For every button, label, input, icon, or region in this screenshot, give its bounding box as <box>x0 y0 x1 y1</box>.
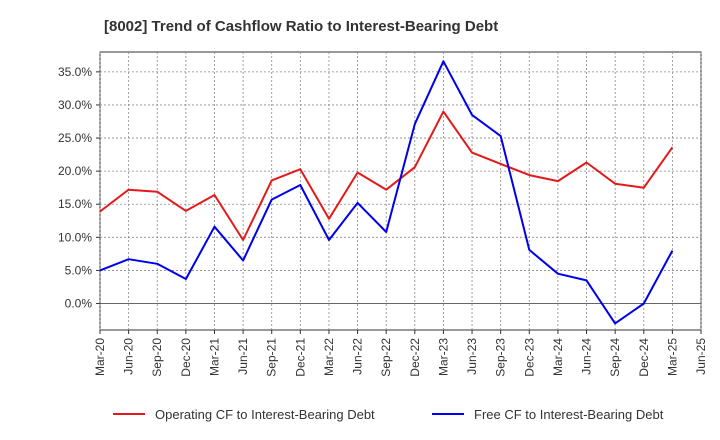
x-tick-label: Sep-24 <box>608 338 622 377</box>
y-tick-label: 35.0% <box>58 65 92 79</box>
x-tick-label: Sep-20 <box>150 338 164 377</box>
x-tick-label: Dec-20 <box>179 338 193 377</box>
series-line-operating-cf <box>99 110 674 241</box>
legend: Operating CF to Interest-Bearing Debt Fre… <box>113 407 664 422</box>
plot-area <box>99 51 702 331</box>
chart-title: [8002] Trend of Cashflow Ratio to Intere… <box>104 18 498 35</box>
x-tick-label: Jun-25 <box>694 338 708 375</box>
y-tick-label: 0.0% <box>65 297 93 311</box>
series-line-free-cf <box>99 60 674 325</box>
x-tick-label: Jun-24 <box>580 338 594 375</box>
x-tick-label: Dec-24 <box>637 338 651 377</box>
x-tick-label: Dec-21 <box>293 338 307 377</box>
x-tick-label: Jun-23 <box>465 338 479 375</box>
x-tick-label: Mar-25 <box>665 338 679 376</box>
y-axis: 0.0% 5.0% 10.0% 15.0% 20.0% 25.0% 30.0% 35.0% <box>58 65 100 311</box>
x-tick-label: Mar-22 <box>322 338 336 376</box>
x-tick-label: Dec-23 <box>522 338 536 377</box>
legend-label: Operating CF to Interest-Bearing Debt <box>155 407 375 422</box>
x-tick-label: Dec-22 <box>408 338 422 377</box>
y-tick-label: 20.0% <box>58 164 92 178</box>
y-tick-label: 15.0% <box>58 197 92 211</box>
series-group <box>99 60 674 325</box>
x-tick-label: Sep-21 <box>265 338 279 377</box>
x-tick-label: Mar-24 <box>551 338 565 376</box>
x-tick-label: Jun-20 <box>122 338 136 375</box>
grid <box>99 52 702 330</box>
x-tick-label: Mar-20 <box>93 338 107 376</box>
x-tick-label: Mar-23 <box>436 338 450 376</box>
x-tick-label: Sep-23 <box>494 338 508 377</box>
y-tick-label: 30.0% <box>58 98 92 112</box>
y-tick-label: 25.0% <box>58 131 92 145</box>
legend-label: Free CF to Interest-Bearing Debt <box>474 407 664 422</box>
y-tick-label: 5.0% <box>65 263 93 277</box>
x-tick-label: Mar-21 <box>207 338 221 376</box>
y-tick-label: 10.0% <box>58 230 92 244</box>
x-tick-label: Jun-21 <box>236 338 250 375</box>
x-tick-label: Jun-22 <box>351 338 365 375</box>
x-axis: Mar-20 Jun-20 Sep-20 Dec-20 Mar-21 Jun-21 Sep-… <box>93 330 708 377</box>
x-tick-label: Sep-22 <box>379 338 393 377</box>
